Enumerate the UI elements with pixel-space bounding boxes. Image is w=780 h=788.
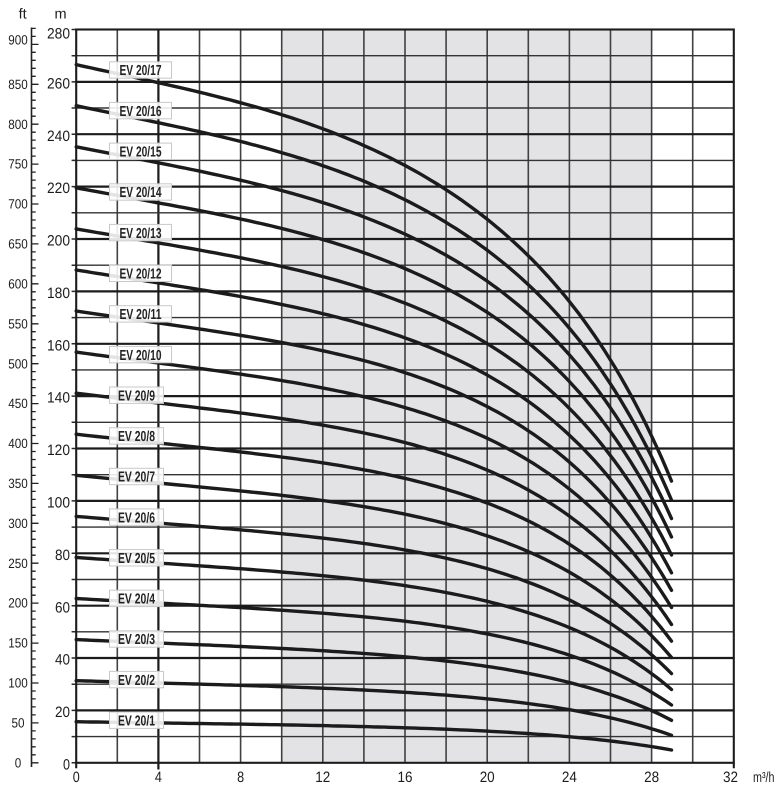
svg-text:200: 200 — [47, 233, 70, 250]
svg-text:0: 0 — [73, 769, 80, 786]
svg-text:32: 32 — [723, 769, 738, 786]
svg-text:EV 20/6: EV 20/6 — [118, 510, 155, 526]
svg-text:20: 20 — [480, 769, 495, 786]
svg-text:40: 40 — [55, 652, 70, 669]
svg-text:EV 20/9: EV 20/9 — [118, 388, 155, 404]
svg-text:EV 20/17: EV 20/17 — [120, 63, 162, 79]
svg-text:100: 100 — [8, 676, 28, 691]
svg-text:120: 120 — [47, 442, 70, 459]
svg-text:60: 60 — [55, 599, 70, 616]
svg-text:650: 650 — [8, 237, 28, 252]
svg-text:EV 20/10: EV 20/10 — [120, 348, 162, 364]
svg-text:400: 400 — [8, 436, 28, 451]
svg-text:EV 20/1: EV 20/1 — [118, 713, 155, 729]
svg-text:0: 0 — [63, 756, 70, 773]
svg-text:800: 800 — [8, 117, 28, 132]
svg-text:EV 20/3: EV 20/3 — [118, 632, 155, 648]
svg-text:m: m — [54, 7, 66, 23]
svg-text:0: 0 — [15, 755, 22, 770]
svg-text:EV 20/5: EV 20/5 — [118, 551, 155, 567]
svg-text:450: 450 — [8, 396, 28, 411]
svg-text:28: 28 — [644, 769, 659, 786]
svg-text:280: 280 — [47, 26, 70, 43]
svg-text:ft: ft — [19, 7, 27, 23]
svg-text:550: 550 — [8, 316, 28, 331]
svg-text:EV 20/16: EV 20/16 — [120, 104, 162, 120]
svg-text:200: 200 — [8, 596, 28, 611]
svg-text:260: 260 — [47, 76, 70, 93]
svg-text:300: 300 — [8, 516, 28, 531]
svg-text:50: 50 — [12, 716, 25, 731]
svg-text:180: 180 — [47, 285, 70, 302]
svg-text:12: 12 — [315, 769, 330, 786]
svg-text:EV 20/4: EV 20/4 — [118, 592, 155, 608]
svg-text:140: 140 — [47, 390, 70, 407]
svg-text:EV 20/11: EV 20/11 — [120, 307, 162, 323]
svg-text:EV 20/8: EV 20/8 — [118, 429, 155, 445]
svg-text:EV 20/2: EV 20/2 — [118, 673, 155, 689]
svg-text:EV 20/13: EV 20/13 — [120, 226, 162, 242]
svg-text:240: 240 — [47, 128, 70, 145]
svg-text:900: 900 — [8, 33, 28, 48]
svg-text:80: 80 — [55, 547, 70, 564]
svg-text:100: 100 — [47, 495, 70, 512]
svg-text:EV 20/12: EV 20/12 — [120, 267, 162, 283]
svg-text:220: 220 — [47, 180, 70, 197]
svg-text:500: 500 — [8, 356, 28, 371]
svg-text:m³/h: m³/h — [753, 770, 775, 786]
svg-text:EV 20/14: EV 20/14 — [120, 185, 162, 201]
svg-text:150: 150 — [8, 636, 28, 651]
svg-text:750: 750 — [8, 157, 28, 172]
svg-text:600: 600 — [8, 276, 28, 291]
svg-text:700: 700 — [8, 197, 28, 212]
svg-text:850: 850 — [8, 77, 28, 92]
svg-text:24: 24 — [562, 769, 577, 786]
svg-text:4: 4 — [155, 769, 162, 786]
svg-text:8: 8 — [237, 769, 244, 786]
svg-text:20: 20 — [55, 704, 70, 721]
svg-text:16: 16 — [398, 769, 413, 786]
svg-text:160: 160 — [47, 337, 70, 354]
svg-text:EV 20/7: EV 20/7 — [118, 470, 155, 486]
svg-text:350: 350 — [8, 476, 28, 491]
svg-text:250: 250 — [8, 556, 28, 571]
svg-text:EV 20/15: EV 20/15 — [120, 145, 162, 161]
